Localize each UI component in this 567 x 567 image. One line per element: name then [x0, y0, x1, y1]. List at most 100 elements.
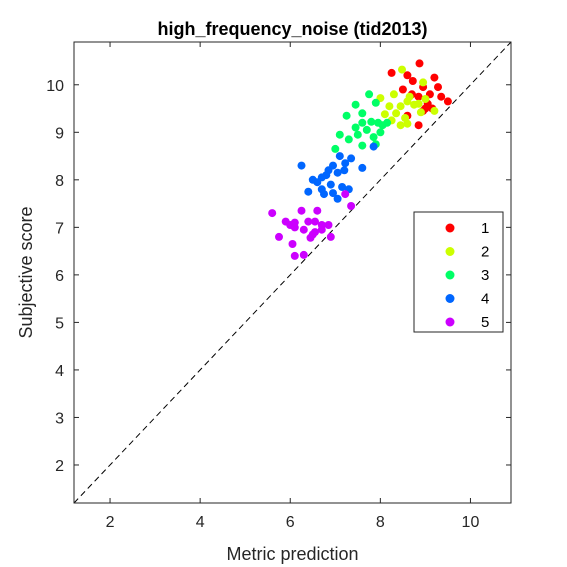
data-point-series-1-9	[414, 92, 423, 101]
data-point-series-3-2	[351, 100, 360, 109]
legend-label-3: 3	[481, 267, 489, 284]
plot-frame	[73, 41, 512, 504]
x-axis-label: Metric prediction	[226, 544, 358, 564]
x-tick-label-4: 4	[196, 514, 205, 531]
data-point-series-4-6	[333, 168, 342, 177]
y-tick-label-5: 5	[55, 315, 64, 332]
data-point-series-5-0	[268, 209, 277, 218]
data-point-series-5-17	[288, 240, 297, 248]
data-point-series-5-20	[341, 190, 350, 199]
data-point-series-5-16	[324, 221, 333, 229]
legend-marker-4	[445, 294, 455, 303]
data-point-series-3-14	[344, 135, 353, 144]
reference-diagonal-line	[73, 41, 512, 504]
x-tick-label-6: 6	[286, 514, 295, 531]
legend-label-4: 4	[481, 291, 489, 308]
data-point-series-4-21	[358, 163, 367, 172]
y-tick-label-9: 9	[55, 125, 64, 142]
legend: 1 2 3 4 5	[413, 211, 504, 333]
y-tick-label-2: 2	[55, 458, 64, 475]
data-point-series-4-4	[347, 154, 356, 163]
data-point-series-5-18	[290, 251, 299, 260]
data-point-series-4-7	[340, 166, 349, 175]
data-point-series-4-18	[322, 171, 331, 180]
data-point-series-3-3	[358, 109, 367, 118]
data-point-series-4-19	[317, 185, 326, 194]
data-point-series-2-1	[419, 78, 428, 87]
data-point-series-3-5	[358, 118, 367, 127]
data-point-series-1-12	[443, 97, 452, 106]
data-point-series-1-4	[398, 85, 407, 94]
data-point-series-2-3	[389, 90, 398, 99]
legend-marker-3	[445, 270, 455, 280]
data-point-series-3-6	[367, 117, 376, 126]
data-point-series-2-14	[396, 121, 405, 130]
x-tick-label-8: 8	[376, 514, 385, 531]
data-point-series-2-15	[414, 99, 423, 108]
data-point-series-5-11	[317, 225, 326, 234]
data-point-series-3-11	[335, 130, 344, 139]
y-tick-label-7: 7	[55, 220, 64, 237]
data-point-series-4-17	[333, 194, 342, 203]
legend-label-5: 5	[481, 314, 489, 331]
data-point-series-2-18	[380, 110, 389, 119]
data-point-series-4-13	[304, 187, 313, 196]
data-point-series-3-0	[365, 90, 374, 99]
legend-marker-2	[445, 247, 455, 256]
y-axis-label: Subjective score	[16, 206, 36, 338]
data-point-series-1-2	[403, 71, 412, 80]
data-point-series-4-0	[297, 161, 306, 170]
legend-label-1: 1	[481, 220, 489, 237]
data-point-series-2-8	[416, 108, 425, 117]
legend-marker-5	[445, 317, 455, 327]
data-point-series-3-15	[358, 141, 367, 150]
data-point-series-5-5	[304, 217, 313, 226]
y-axis-ticks: 2 3 4 5 6 7 8 9 10	[46, 78, 511, 475]
data-point-series-2-10	[392, 109, 401, 118]
y-tick-label-8: 8	[55, 173, 64, 190]
data-point-series-5-2	[313, 206, 322, 215]
data-point-series-2-0	[398, 65, 406, 74]
data-point-series-1-0	[415, 59, 424, 68]
x-tick-label-2: 2	[106, 514, 115, 531]
data-point-series-3-18	[376, 128, 385, 137]
data-point-series-3-16	[331, 144, 340, 153]
data-point-series-5-22	[286, 221, 295, 229]
chart-title: high_frequency_noise (tid2013)	[157, 19, 427, 39]
data-point-series-4-12	[338, 183, 347, 191]
data-point-series-5-1	[297, 206, 306, 215]
y-tick-label-6: 6	[55, 268, 64, 285]
data-point-series-3-4	[342, 111, 351, 120]
data-point-series-3-9	[351, 123, 360, 132]
data-point-series-5-19	[299, 250, 308, 259]
data-point-series-4-14	[329, 189, 337, 198]
data-point-series-2-17	[405, 92, 414, 101]
data-point-series-5-13	[306, 233, 315, 242]
data-points	[268, 59, 452, 260]
data-point-series-3-1	[371, 98, 380, 107]
data-point-series-4-3	[335, 152, 344, 161]
data-point-series-1-11	[437, 92, 446, 101]
data-point-series-1-7	[434, 83, 442, 92]
data-point-series-2-6	[396, 102, 405, 111]
y-tick-label-3: 3	[55, 410, 64, 427]
data-point-series-2-16	[421, 95, 430, 103]
data-point-series-3-13	[369, 133, 378, 142]
x-tick-label-10: 10	[462, 514, 480, 531]
data-point-series-5-21	[347, 202, 356, 210]
data-point-series-1-3	[408, 77, 417, 85]
data-point-series-1-17	[414, 121, 423, 130]
legend-box	[413, 211, 504, 333]
data-point-series-4-2	[341, 159, 350, 168]
data-point-series-4-20	[369, 142, 378, 151]
y-tick-label-4: 4	[55, 363, 64, 380]
data-point-series-3-10	[362, 125, 371, 134]
data-point-series-3-17	[383, 118, 392, 127]
legend-marker-1	[445, 223, 455, 233]
data-point-series-5-6	[311, 217, 319, 226]
data-point-series-2-12	[403, 119, 412, 128]
data-point-series-5-14	[326, 232, 335, 241]
legend-label-2: 2	[481, 244, 489, 261]
data-point-series-5-9	[299, 225, 308, 234]
